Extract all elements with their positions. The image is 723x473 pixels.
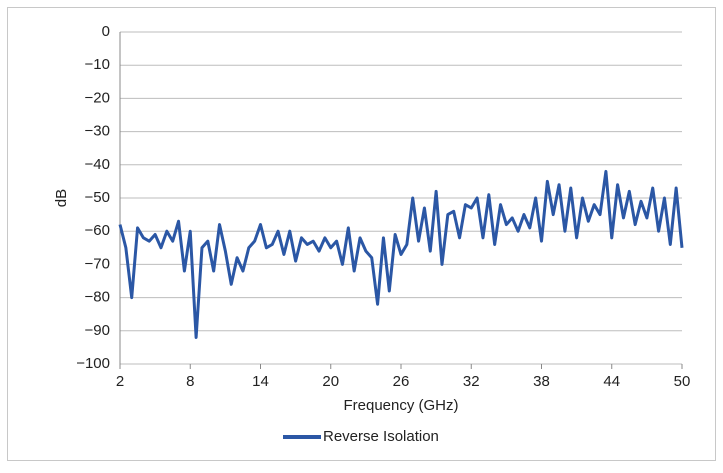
y-tick-label: −40 (85, 156, 110, 173)
x-tick-label: 26 (393, 373, 410, 390)
y-tick-label: −90 (85, 322, 110, 339)
x-tick-label: 14 (252, 373, 269, 390)
y-tick-label: −30 (85, 123, 110, 140)
y-tick-label: −60 (85, 222, 110, 239)
x-tick-label: 38 (533, 373, 550, 390)
y-tick-label: −20 (85, 89, 110, 106)
legend-label: Reverse Isolation (323, 428, 439, 445)
y-tick-label: −100 (76, 355, 110, 372)
y-tick-label: 0 (102, 23, 110, 40)
chart-border (7, 7, 716, 461)
x-tick-label: 50 (674, 373, 691, 390)
y-axis-title: dB (53, 189, 70, 207)
x-tick-label: 2 (116, 373, 124, 390)
data-line (118, 169, 684, 339)
y-tick-label: −10 (85, 56, 110, 73)
x-tick-label: 32 (463, 373, 480, 390)
x-tick-label: 8 (186, 373, 194, 390)
x-axis-title: Frequency (GHz) (343, 397, 458, 414)
x-tick-label: 44 (603, 373, 620, 390)
y-tick-label: −70 (85, 255, 110, 272)
y-tick-label: −80 (85, 289, 110, 306)
y-tick-label: −50 (85, 189, 110, 206)
x-tick-label: 20 (322, 373, 339, 390)
